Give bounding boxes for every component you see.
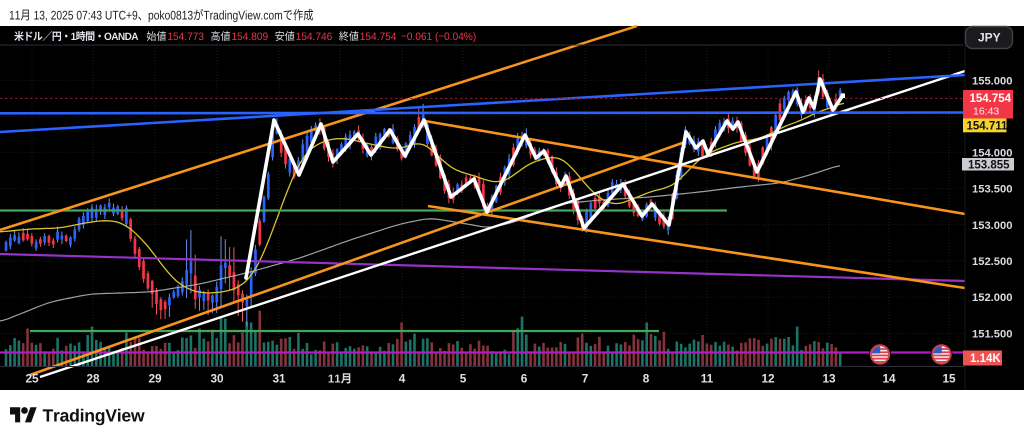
svg-text:152.000: 152.000 [972, 292, 1012, 304]
svg-text:14: 14 [882, 372, 896, 386]
svg-text:5: 5 [460, 372, 467, 386]
svg-text:7: 7 [582, 372, 589, 386]
svg-text:154.711: 154.711 [967, 121, 1009, 133]
svg-text:8: 8 [643, 372, 650, 386]
svg-text:154.754: 154.754 [970, 93, 1012, 105]
svg-text:154.000: 154.000 [972, 147, 1012, 159]
svg-text:153.855: 153.855 [968, 159, 1010, 171]
svg-text:29: 29 [148, 372, 162, 386]
svg-text:30: 30 [210, 372, 224, 386]
svg-text:JPY: JPY [978, 31, 1001, 45]
svg-text:151.500: 151.500 [972, 328, 1012, 340]
svg-text:31: 31 [272, 372, 286, 386]
svg-text:1.14K: 1.14K [970, 353, 1001, 365]
svg-text:152.500: 152.500 [972, 256, 1012, 268]
svg-text:153.000: 153.000 [972, 220, 1012, 232]
svg-text:153.500: 153.500 [972, 184, 1012, 196]
svg-text:15: 15 [942, 372, 956, 386]
svg-text:11: 11 [701, 372, 714, 386]
svg-text:28: 28 [86, 372, 100, 386]
svg-text:4: 4 [399, 372, 406, 386]
svg-text:155.000: 155.000 [972, 75, 1012, 87]
svg-text:12: 12 [761, 372, 775, 386]
svg-text:16:43: 16:43 [973, 106, 999, 118]
svg-text:6: 6 [521, 372, 528, 386]
svg-text:13: 13 [822, 372, 836, 386]
svg-text:25: 25 [25, 372, 39, 386]
